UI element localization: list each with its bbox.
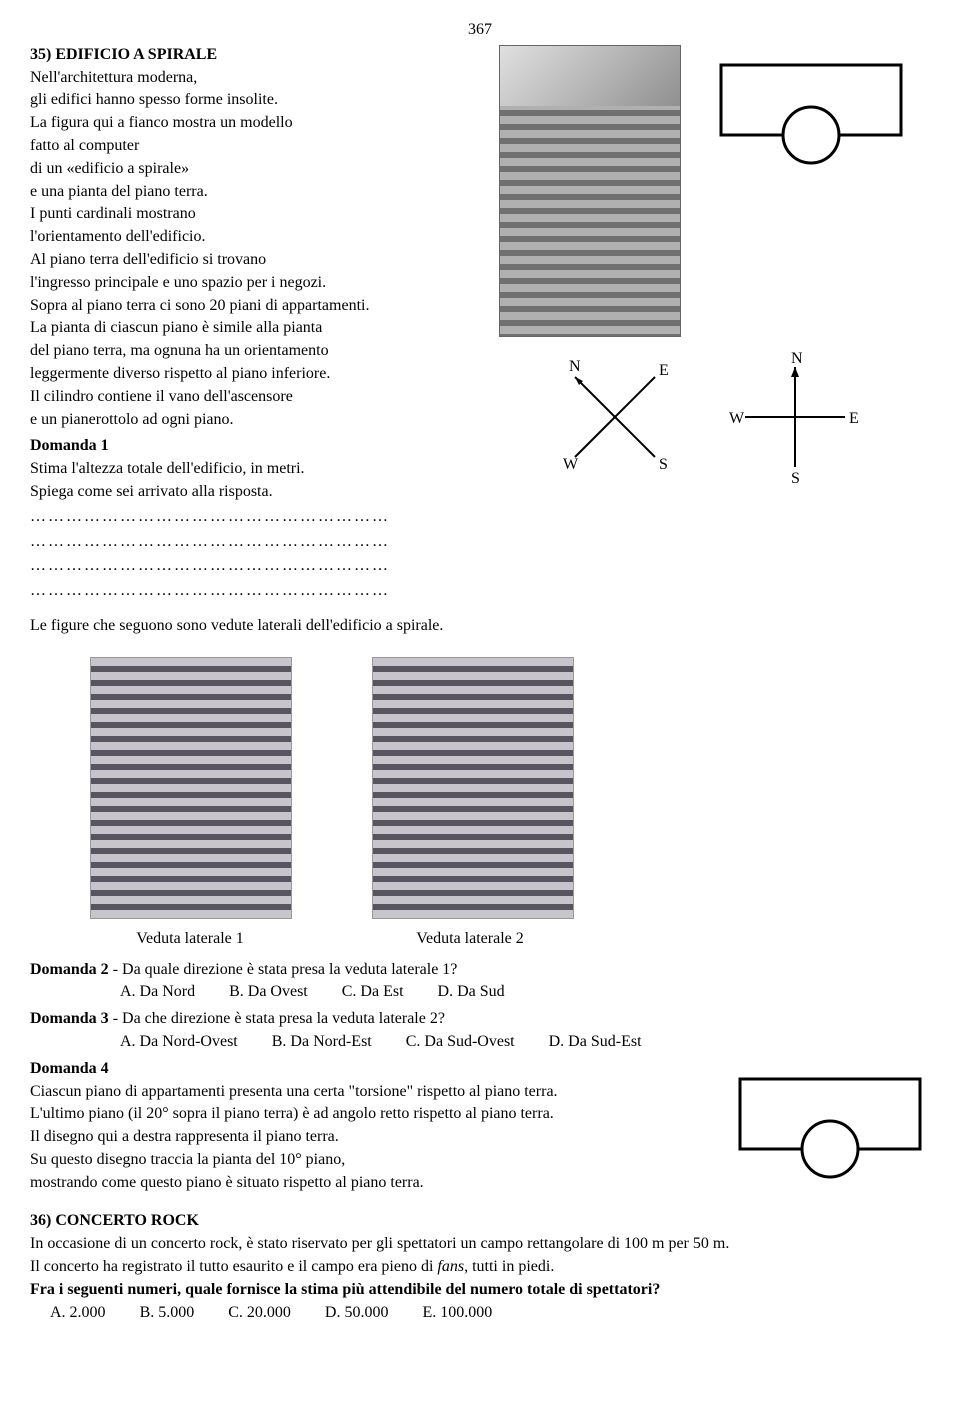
q36-options: A. 2.000 B. 5.000 C. 20.000 D. 50.000 E.… bbox=[50, 1303, 930, 1324]
d1-title: Domanda 1 bbox=[30, 436, 460, 457]
d4-title: Domanda 4 bbox=[30, 1059, 690, 1080]
d3-opt-d: D. Da Sud-Est bbox=[549, 1033, 642, 1050]
q36-p2c: , tutti in piedi. bbox=[464, 1258, 554, 1275]
q35-p10: l'ingresso principale e uno spazio per i… bbox=[30, 273, 460, 294]
d3-title: Domanda 3 bbox=[30, 1010, 109, 1027]
q35-p11: Sopra al piano terra ci sono 20 piani di… bbox=[30, 296, 460, 317]
d3-options: A. Da Nord-Ovest B. Da Nord-Est C. Da Su… bbox=[120, 1032, 930, 1053]
lateral-caption-1: Veduta laterale 1 bbox=[90, 929, 290, 950]
compass2-s: S bbox=[791, 470, 800, 487]
q35-title: 35) EDIFICIO A SPIRALE bbox=[30, 45, 460, 66]
q36-title: 36) CONCERTO ROCK bbox=[30, 1211, 930, 1232]
q36-opt-e: E. 100.000 bbox=[422, 1304, 492, 1321]
top-section: 35) EDIFICIO A SPIRALE Nell'architettura… bbox=[30, 45, 930, 606]
q35-p14: leggermente diverso rispetto al piano in… bbox=[30, 364, 460, 385]
q35-p6: e una pianta del piano terra. bbox=[30, 182, 460, 203]
q36-p2: Il concerto ha registrato il tutto esaur… bbox=[30, 1257, 930, 1278]
text-column: 35) EDIFICIO A SPIRALE Nell'architettura… bbox=[30, 45, 460, 606]
d1-text2: Spiega come sei arrivato alla risposta. bbox=[30, 482, 460, 503]
q36-p2b: fans bbox=[437, 1258, 464, 1275]
floor-plan-svg bbox=[711, 45, 911, 165]
domanda-4-section: Domanda 4 Ciascun piano di appartamenti … bbox=[30, 1059, 930, 1196]
compass-cardinal: N E S W bbox=[725, 347, 865, 487]
d3-text: - Da che direzione è stata presa la vedu… bbox=[109, 1010, 445, 1027]
compass2-e: E bbox=[849, 410, 859, 427]
lateral-views bbox=[90, 657, 930, 919]
d4-p5: mostrando come questo piano è situato ri… bbox=[30, 1173, 690, 1194]
d2-opt-b: B. Da Ovest bbox=[229, 983, 308, 1000]
answer-line-4: …………………………………………………… bbox=[30, 581, 460, 602]
d4-floor-plan-svg bbox=[730, 1059, 930, 1179]
q35-p1: Nell'architettura moderna, bbox=[30, 68, 460, 89]
q35-p15: Il cilindro contiene il vano dell'ascens… bbox=[30, 387, 460, 408]
d4-floor-plan bbox=[730, 1059, 930, 1196]
q35-p9: Al piano terra dell'edificio si trovano bbox=[30, 250, 460, 271]
d2-opt-d: D. Da Sud bbox=[438, 983, 505, 1000]
q36-opt-d: D. 50.000 bbox=[325, 1304, 389, 1321]
d2-title: Domanda 2 bbox=[30, 961, 109, 978]
compass2-w: W bbox=[729, 410, 745, 427]
answer-line-2: …………………………………………………… bbox=[30, 532, 460, 553]
d2-opt-c: C. Da Est bbox=[342, 983, 404, 1000]
d4-p4: Su questo disegno traccia la pianta del … bbox=[30, 1150, 690, 1171]
q36-p1: In occasione di un concerto rock, è stat… bbox=[30, 1234, 930, 1255]
domanda-3: Domanda 3 - Da che direzione è stata pre… bbox=[30, 1009, 930, 1053]
lateral-captions: Veduta laterale 1 Veduta laterale 2 bbox=[90, 929, 930, 950]
d3-opt-a: A. Da Nord-Ovest bbox=[120, 1033, 238, 1050]
image-column: N E S W N E S W bbox=[480, 45, 930, 606]
d2-options: A. Da Nord B. Da Ovest C. Da Est D. Da S… bbox=[120, 982, 930, 1003]
q35-p8: l'orientamento dell'edificio. bbox=[30, 227, 460, 248]
d3-opt-c: C. Da Sud-Ovest bbox=[406, 1033, 515, 1050]
compass2-n: N bbox=[791, 350, 803, 367]
domanda-2: Domanda 2 - Da quale direzione è stata p… bbox=[30, 960, 930, 1004]
d4-p2: L'ultimo piano (il 20° sopra il piano te… bbox=[30, 1104, 690, 1125]
d4-text: Domanda 4 Ciascun piano di appartamenti … bbox=[30, 1059, 690, 1196]
q35-p7: I punti cardinali mostrano bbox=[30, 204, 460, 225]
lateral-view-2-image bbox=[372, 657, 574, 919]
q36-p2a: Il concerto ha registrato il tutto esaur… bbox=[30, 1258, 437, 1275]
d2-opt-a: A. Da Nord bbox=[120, 983, 195, 1000]
building-model-image bbox=[499, 45, 681, 337]
q35-p13: del piano terra, ma ognuna ha un orienta… bbox=[30, 341, 460, 362]
floor-plan-top bbox=[711, 45, 911, 172]
lateral-caption-2: Veduta laterale 2 bbox=[370, 929, 570, 950]
q35-p2: gli edifici hanno spesso forme insolite. bbox=[30, 90, 460, 111]
lateral-view-1-image bbox=[90, 657, 292, 919]
q35-p12: La pianta di ciascun piano è simile alla… bbox=[30, 318, 460, 339]
compass-n: N bbox=[569, 358, 581, 375]
d2-text: - Da quale direzione è stata presa la ve… bbox=[109, 961, 458, 978]
compass-s: S bbox=[659, 456, 668, 473]
answer-line-3: …………………………………………………… bbox=[30, 556, 460, 577]
lateral-intro: Le figure che seguono sono vedute latera… bbox=[30, 616, 930, 637]
compass-e: E bbox=[659, 362, 669, 379]
q35-p4: fatto al computer bbox=[30, 136, 460, 157]
d1-text1: Stima l'altezza totale dell'edificio, in… bbox=[30, 459, 460, 480]
answer-line-1: …………………………………………………… bbox=[30, 507, 460, 528]
q36-opt-c: C. 20.000 bbox=[228, 1304, 291, 1321]
compass-rotated: N E S W bbox=[545, 347, 685, 487]
q36-p3: Fra i seguenti numeri, quale fornisce la… bbox=[30, 1280, 930, 1301]
q35-p3: La figura qui a fianco mostra un modello bbox=[30, 113, 460, 134]
q36-section: 36) CONCERTO ROCK In occasione di un con… bbox=[30, 1211, 930, 1323]
q35-p5: di un «edificio a spirale» bbox=[30, 159, 460, 180]
q36-opt-b: B. 5.000 bbox=[140, 1304, 195, 1321]
d4-p3: Il disegno qui a destra rappresenta il p… bbox=[30, 1127, 690, 1148]
page-number: 367 bbox=[30, 20, 930, 41]
compass-w: W bbox=[563, 456, 579, 473]
compass-row: N E S W N E S W bbox=[545, 347, 865, 487]
q36-opt-a: A. 2.000 bbox=[50, 1304, 106, 1321]
d3-opt-b: B. Da Nord-Est bbox=[272, 1033, 372, 1050]
q35-p16: e un pianerottolo ad ogni piano. bbox=[30, 410, 460, 431]
d4-p1: Ciascun piano di appartamenti presenta u… bbox=[30, 1082, 690, 1103]
